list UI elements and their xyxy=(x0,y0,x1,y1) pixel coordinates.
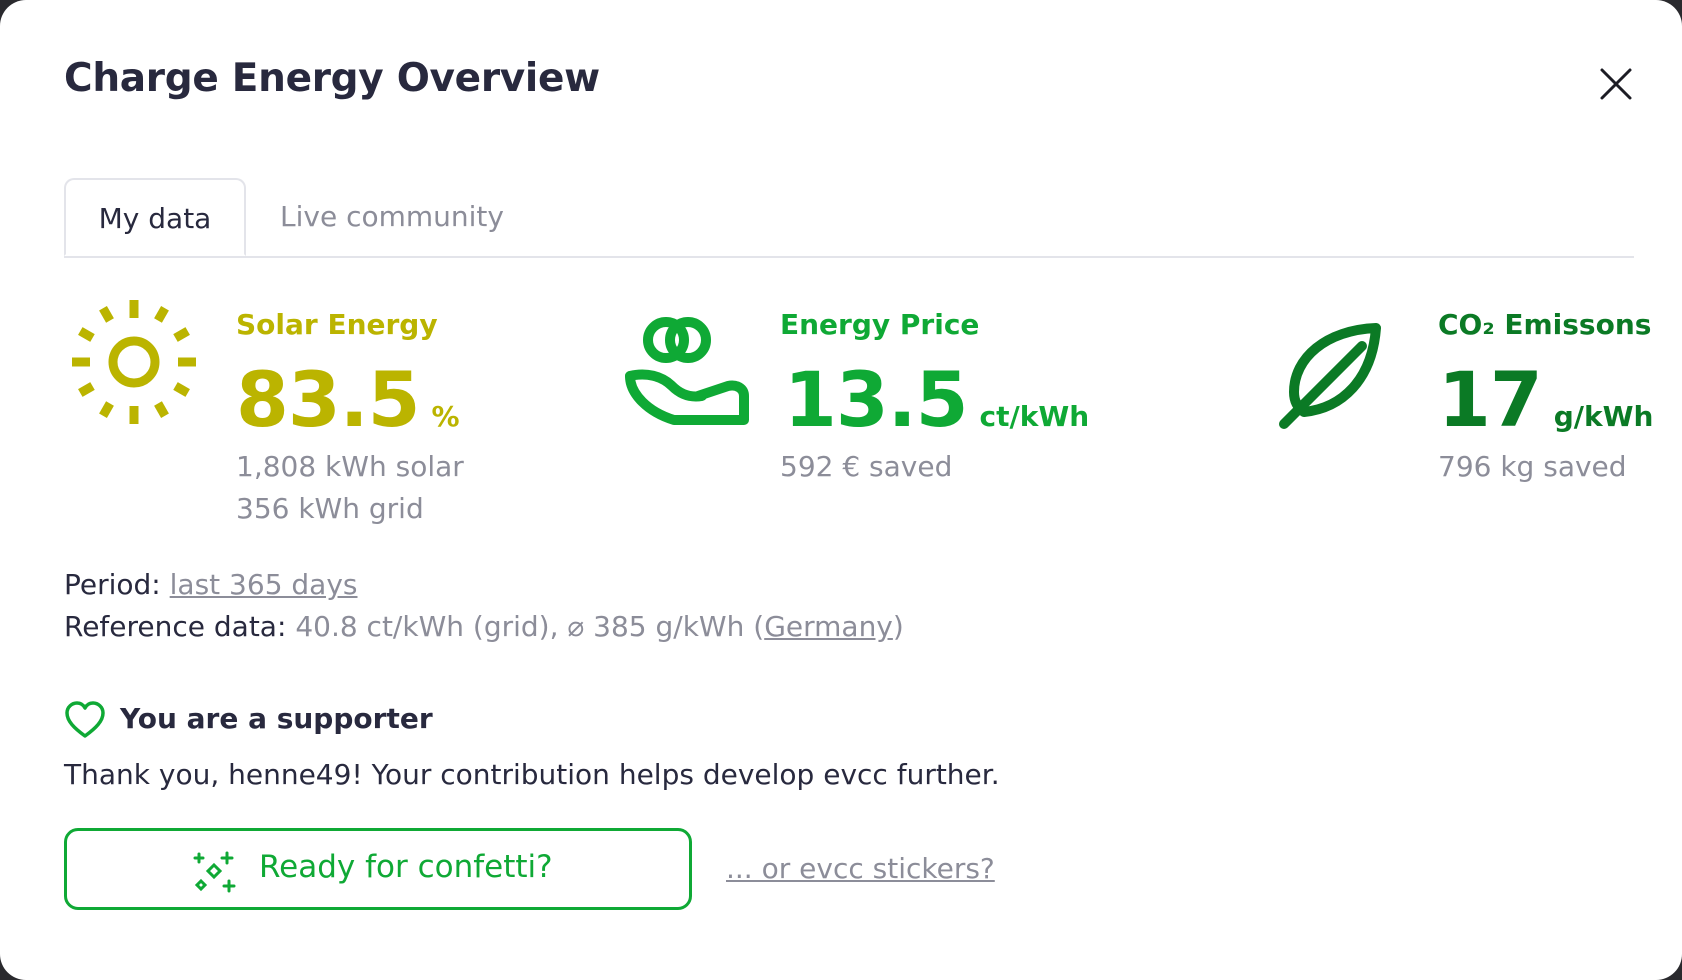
modal-title: Charge Energy Overview xyxy=(64,56,600,101)
solar-energy-value: 83.5 xyxy=(236,355,421,444)
solar-kwh-grid: 356 kWh grid xyxy=(236,492,424,525)
confetti-label: Ready for confetti? xyxy=(259,849,553,885)
confetti-button[interactable]: Ready for confetti? xyxy=(64,828,692,910)
heart-icon xyxy=(65,701,105,738)
energy-price-unit: ct/kWh xyxy=(979,400,1090,433)
co2-saved: 796 kg saved xyxy=(1438,450,1627,483)
money-saved: 592 € saved xyxy=(780,450,953,483)
sparkles-icon xyxy=(193,851,236,893)
close-button[interactable] xyxy=(1596,64,1636,104)
close-icon xyxy=(1600,68,1632,100)
energy-price-title: Energy Price xyxy=(780,308,980,341)
tab-live-community[interactable]: Live community xyxy=(280,200,504,233)
solar-energy-unit: % xyxy=(431,400,460,433)
reference-region-link[interactable]: Germany xyxy=(764,610,893,643)
solar-kwh-solar: 1,808 kWh solar xyxy=(236,450,464,483)
period-label: Period: xyxy=(64,568,161,601)
solar-energy-title: Solar Energy xyxy=(236,308,438,341)
co2-emissions-value-row: 17 g/kWh xyxy=(1438,360,1653,440)
co2-emissions-value: 17 xyxy=(1438,355,1543,444)
leaf-icon xyxy=(1279,323,1381,429)
energy-price-value: 13.5 xyxy=(784,355,969,444)
sun-icon xyxy=(72,300,196,424)
period-line: Period: last 365 days xyxy=(64,568,358,601)
stickers-link[interactable]: ... or evcc stickers? xyxy=(726,852,995,885)
tab-bar: My data Live community xyxy=(64,178,1634,258)
hand-coins-icon xyxy=(625,317,749,425)
period-select-link[interactable]: last 365 days xyxy=(169,568,358,601)
tab-my-data[interactable]: My data xyxy=(64,178,246,256)
energy-price-value-row: 13.5 ct/kWh xyxy=(784,360,1089,440)
co2-emissions-unit: g/kWh xyxy=(1553,400,1654,433)
solar-energy-value-row: 83.5% xyxy=(236,360,460,440)
co2-emissions-title: CO₂ Emissons xyxy=(1438,308,1652,341)
supporter-title: You are a supporter xyxy=(120,702,433,735)
supporter-thanks: Thank you, henne49! Your contribution he… xyxy=(64,758,1000,791)
reference-label: Reference data: xyxy=(64,610,287,643)
reference-close-paren: ) xyxy=(892,610,904,643)
reference-line: Reference data: 40.8 ct/kWh (grid), ⌀ 38… xyxy=(64,610,904,643)
reference-values: 40.8 ct/kWh (grid), ⌀ 385 g/kWh ( xyxy=(295,610,765,643)
